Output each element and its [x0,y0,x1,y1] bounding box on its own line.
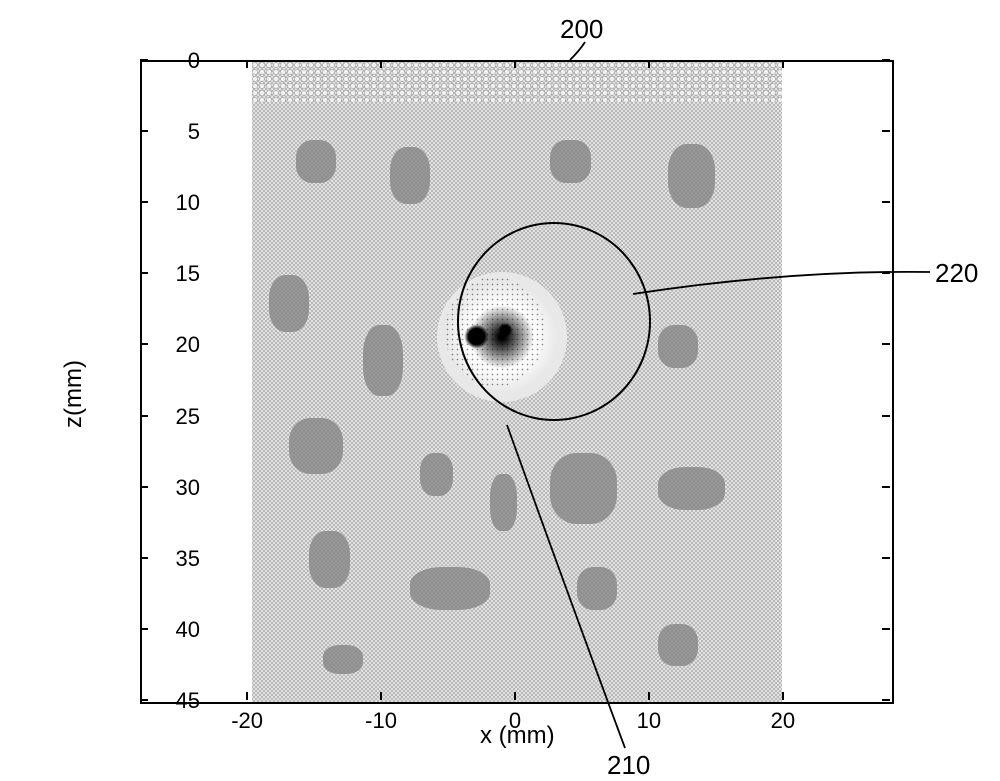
y-tick-label: 45 [160,688,200,714]
clutter-blob [390,147,430,204]
y-tick-mark [140,415,148,417]
y-tick-mark [140,486,148,488]
y-tick-mark [140,130,148,132]
x-tick-label: 20 [758,708,808,734]
callout-220: 220 [935,258,978,289]
clutter-blob [658,624,698,667]
y-tick-label: 5 [160,119,200,145]
y-tick-label: 40 [160,617,200,643]
x-tick-mark [246,60,248,68]
detection-circle-220 [457,222,651,421]
y-tick-label: 30 [160,475,200,501]
clutter-blob [363,325,403,396]
y-tick-label: 35 [160,546,200,572]
x-tick-label: 0 [490,708,540,734]
y-tick-label: 10 [160,190,200,216]
x-tick-mark [782,60,784,68]
figure-container: z(mm) x (mm) 051015202530354045 -20-1001… [40,20,960,750]
clutter-blob [490,474,517,531]
y-tick-mark [140,628,148,630]
y-tick-label: 20 [160,332,200,358]
clutter-blob [289,418,343,475]
y-tick-mark [882,59,890,61]
y-tick-mark [140,201,148,203]
x-tick-mark [648,60,650,68]
y-axis-label: z(mm) [60,360,88,428]
x-tick-mark [648,692,650,700]
x-tick-mark [514,60,516,68]
x-tick-mark [782,692,784,700]
y-tick-mark [140,59,148,61]
x-tick-label: 10 [624,708,674,734]
clutter-blob [668,144,715,208]
y-tick-mark [140,272,148,274]
clutter-blob [323,645,363,673]
clutter-blob [296,140,336,183]
y-tick-label: 0 [160,48,200,74]
y-tick-mark [882,628,890,630]
clutter-blob [269,275,309,332]
x-tick-mark [514,692,516,700]
x-tick-label: -20 [222,708,272,734]
y-tick-mark [882,415,890,417]
x-tick-mark [246,692,248,700]
clutter-blob [550,453,617,524]
callout-210: 210 [607,750,650,781]
y-tick-mark [882,201,890,203]
y-tick-label: 25 [160,404,200,430]
y-tick-mark [882,130,890,132]
callout-200: 200 [560,14,603,45]
clutter-blob [577,567,617,610]
x-tick-mark [380,692,382,700]
clutter-blob [550,140,590,183]
clutter-blob [658,325,698,368]
y-tick-mark [882,699,890,701]
clutter-blob [658,467,725,510]
x-tick-label: -10 [356,708,406,734]
x-tick-mark [380,60,382,68]
y-tick-mark [882,486,890,488]
plot-area [140,60,894,704]
y-tick-mark [140,699,148,701]
y-tick-label: 15 [160,261,200,287]
y-tick-mark [882,557,890,559]
clutter-blob [309,531,349,588]
y-tick-mark [882,343,890,345]
phantom-top-band [252,62,782,102]
y-tick-mark [140,343,148,345]
y-tick-mark [882,272,890,274]
clutter-blob [410,567,490,610]
clutter-blob [420,453,453,496]
y-tick-mark [140,557,148,559]
